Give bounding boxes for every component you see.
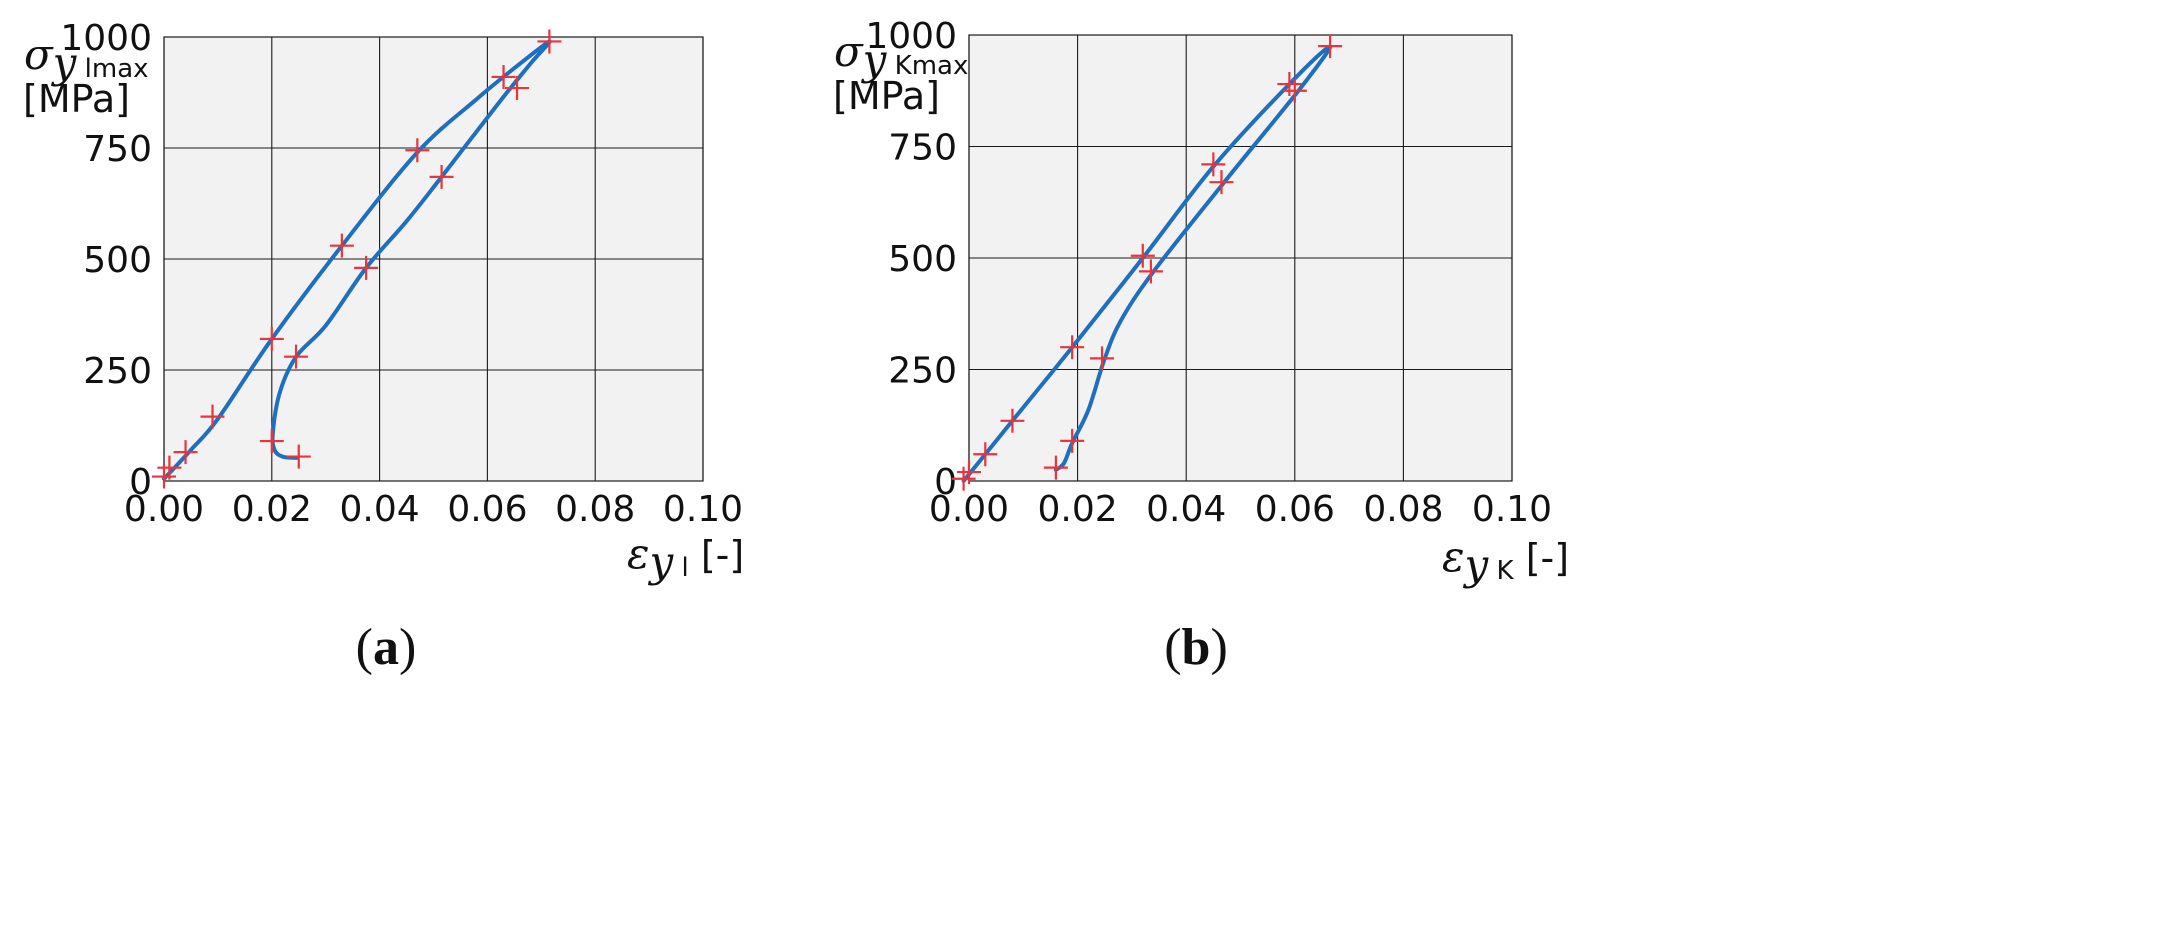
panel-caption-b: (b)	[1164, 619, 1228, 676]
x-tick-label-b-4: 0.08	[1363, 489, 1443, 530]
x-tick-label-b-1: 0.02	[1038, 489, 1118, 530]
markers-b	[951, 34, 1343, 491]
data-marker-b-12	[1090, 346, 1115, 371]
x-tick-label-b-3: 0.06	[1255, 489, 1335, 530]
grid-a	[163, 36, 704, 482]
y-axis-unit-a: [MPa]	[23, 77, 130, 121]
curve-a	[162, 39, 552, 481]
data-marker-a-9	[505, 76, 530, 101]
data-marker-a-12	[284, 344, 309, 369]
data-marker-b-0	[951, 466, 976, 491]
data-marker-a-5	[329, 233, 354, 258]
x-tick-label-a-2: 0.04	[340, 489, 420, 530]
y-tick-label-b-2: 500	[888, 239, 957, 280]
y-axis-label-b: σy Kmax	[834, 27, 968, 84]
data-marker-a-8	[537, 29, 562, 54]
data-marker-b-9	[1282, 78, 1307, 103]
y-tick-label-b-1: 250	[888, 351, 957, 392]
x-tick-labels-a: 0.00 0.02 0.04 0.06 0.08 0.10	[124, 489, 743, 530]
x-tick-label-b-2: 0.04	[1146, 489, 1226, 530]
data-marker-a-13	[259, 429, 284, 454]
data-marker-b-6	[1201, 152, 1226, 177]
data-marker-b-2	[973, 442, 998, 467]
y-tick-label-b-0: 0	[934, 462, 957, 503]
data-marker-b-1	[957, 460, 981, 485]
data-marker-a-14	[286, 444, 311, 469]
data-marker-a-7	[491, 64, 516, 89]
data-marker-a-6	[405, 138, 430, 163]
x-axis-label-a: εy l [-]	[627, 529, 744, 586]
data-marker-a-3	[200, 404, 225, 429]
grid-b	[968, 34, 1513, 482]
data-marker-b-7	[1277, 72, 1302, 97]
y-tick-label-a-3: 750	[83, 129, 152, 170]
data-marker-b-4	[1060, 335, 1085, 360]
x-tick-labels-b: 0.00 0.02 0.04 0.06 0.08 0.10	[929, 489, 1552, 530]
x-tick-label-b-0: 0.00	[929, 489, 1009, 530]
data-marker-a-2	[173, 440, 198, 465]
data-marker-b-13	[1060, 428, 1085, 453]
x-tick-label-a-0: 0.00	[124, 489, 204, 530]
y-tick-labels-b: 0 250 500 750 1000	[865, 16, 957, 503]
y-tick-label-b-3: 750	[888, 128, 957, 169]
x-tick-label-a-4: 0.08	[555, 489, 635, 530]
y-axis-unit-b: [MPa]	[833, 74, 940, 118]
y-tick-label-a-4: 1000	[60, 18, 152, 59]
panel-b: 0.00 0.02 0.04 0.06 0.08 0.10 02505007501000 …	[833, 16, 1569, 676]
data-marker-b-11	[1138, 259, 1163, 284]
x-axis-label-b: εy K [-]	[1442, 532, 1569, 589]
data-marker-a-1	[157, 455, 182, 480]
y-tick-label-a-0: 0	[129, 462, 152, 503]
data-marker-b-3	[1000, 408, 1025, 433]
data-marker-a-10	[429, 164, 454, 189]
markers-a	[152, 29, 562, 489]
data-marker-b-8	[1318, 34, 1343, 59]
y-tick-label-b-4: 1000	[865, 16, 957, 57]
x-tick-label-a-5: 0.10	[663, 489, 743, 530]
data-marker-b-14	[1043, 455, 1068, 480]
y-tick-label-a-1: 250	[83, 351, 152, 392]
x-tick-label-a-3: 0.06	[447, 489, 527, 530]
panel-a: 0.00 0.02 0.04 0.06 0.08 0.10 02505007501000 …	[23, 18, 744, 676]
x-tick-label-a-1: 0.02	[232, 489, 312, 530]
panel-caption-a: (a)	[356, 619, 417, 676]
data-marker-b-10	[1209, 170, 1234, 195]
data-marker-a-11	[354, 255, 379, 280]
y-tick-labels-a: 0 250 500 750 1000	[60, 18, 152, 503]
x-tick-label-b-5: 0.10	[1472, 489, 1552, 530]
y-tick-label-a-2: 500	[83, 240, 152, 281]
data-marker-a-4	[259, 326, 284, 351]
data-marker-b-5	[1130, 243, 1155, 268]
y-axis-label-a: σy lmax	[24, 30, 149, 87]
